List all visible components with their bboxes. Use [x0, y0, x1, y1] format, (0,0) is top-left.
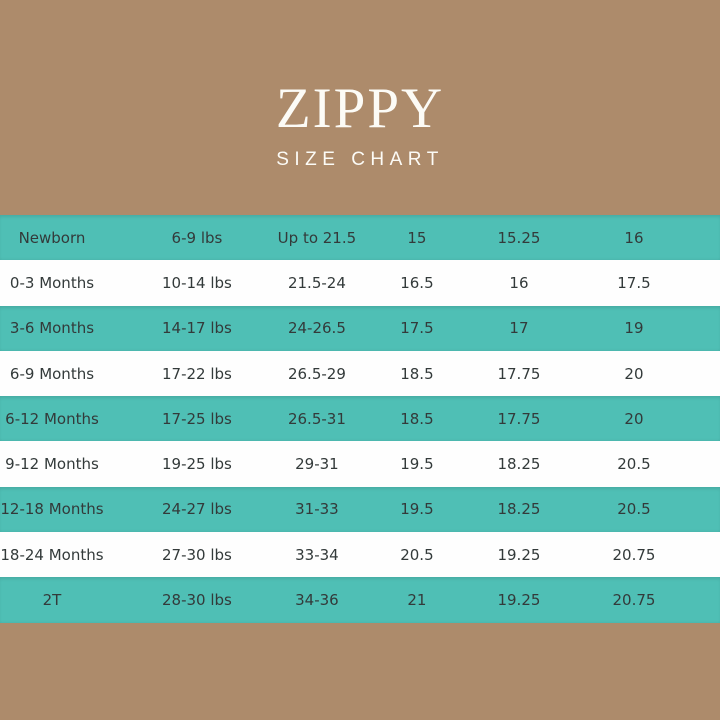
- table-cell: 17-22 lbs: [162, 364, 232, 383]
- table-row: 0-3 Months 10-14 lbs 21.5-24 16.5 16 17.5: [0, 260, 720, 306]
- table-cell: 18.5: [400, 409, 434, 428]
- table-cell: 17: [509, 319, 529, 338]
- table-cell: 6-9 lbs: [171, 228, 223, 247]
- table-cell: 15: [407, 228, 427, 247]
- header: ZIPPY SIZE CHART: [0, 80, 720, 169]
- table-cell: 17.75: [497, 409, 541, 428]
- table-cell: 17.5: [617, 273, 651, 292]
- table-cell: 20.5: [617, 500, 651, 519]
- table-cell: Newborn: [18, 228, 86, 247]
- table-cell: 18.5: [400, 364, 434, 383]
- brand-title: ZIPPY: [275, 77, 445, 140]
- table-cell: 14-17 lbs: [162, 319, 232, 338]
- table-row: 18-24 Months 27-30 lbs 33-34 20.5 19.25 20.75: [0, 532, 720, 578]
- table-cell: 20: [624, 364, 644, 383]
- table-cell: 9-12 Months: [5, 455, 99, 474]
- table-row: 9-12 Months 19-25 lbs 29-31 19.5 18.25 20.5: [0, 441, 720, 487]
- table-cell: 19.5: [400, 455, 434, 474]
- table-cell: 18.25: [497, 455, 541, 474]
- table-cell: 19.25: [497, 545, 541, 564]
- table-cell: 28-30 lbs: [162, 591, 232, 610]
- table-cell: 16: [509, 273, 529, 292]
- table-row: 12-18 Months 24-27 lbs 31-33 19.5 18.25 20.5: [0, 486, 720, 533]
- table-row: Newborn 6-9 lbs Up to 21.5 15 15.25 16: [0, 215, 720, 261]
- table-cell: 6-12 Months: [5, 409, 99, 428]
- table-cell: 21: [407, 591, 427, 610]
- page-subtitle: SIZE CHART: [276, 149, 444, 170]
- table-cell: 18.25: [497, 500, 541, 519]
- table-cell: Up to 21.5: [277, 228, 357, 247]
- table-cell: 21.5-24: [287, 273, 346, 292]
- table-cell: 20.5: [400, 545, 434, 564]
- table-cell: 19.5: [400, 500, 434, 519]
- table-row: 2T 28-30 lbs 34-36 21 19.25 20.75: [0, 577, 720, 623]
- table-cell: 0-3 Months: [9, 273, 95, 292]
- table-cell: 20.75: [612, 545, 656, 564]
- table-cell: 31-33: [295, 500, 339, 519]
- table-cell: 34-36: [295, 591, 339, 610]
- table-cell: 20.5: [617, 455, 651, 474]
- table-cell: 15.25: [497, 228, 541, 247]
- table-cell: 20: [624, 409, 644, 428]
- table-cell: 10-14 lbs: [162, 273, 232, 292]
- table-cell: 17.5: [400, 319, 434, 338]
- table-cell: 26.5-29: [287, 364, 346, 383]
- table-cell: 17.75: [497, 364, 541, 383]
- table-cell: 2T: [42, 591, 62, 610]
- table-cell: 33-34: [295, 545, 339, 564]
- table-cell: 26.5-31: [287, 409, 346, 428]
- table-cell: 3-6 Months: [9, 319, 95, 338]
- table-row: 6-9 Months 17-22 lbs 26.5-29 18.5 17.75 20: [0, 350, 720, 397]
- table-cell: 27-30 lbs: [162, 545, 232, 564]
- table-cell: 24-26.5: [287, 319, 346, 338]
- table-cell: 16.5: [400, 273, 434, 292]
- table-cell: 6-9 Months: [9, 364, 95, 383]
- table-cell: 18-24 Months: [0, 545, 104, 564]
- table-cell: 17-25 lbs: [162, 409, 232, 428]
- table-cell: 24-27 lbs: [162, 500, 232, 519]
- table-cell: 19-25 lbs: [162, 455, 232, 474]
- table-cell: 19: [624, 319, 644, 338]
- table-cell: 19.25: [497, 591, 541, 610]
- size-chart-table: Newborn 6-9 lbs Up to 21.5 15 15.25 16 0-3 Mon…: [0, 215, 720, 623]
- table-cell: 16: [624, 228, 644, 247]
- table-row: 6-12 Months 17-25 lbs 26.5-31 18.5 17.75 20: [0, 396, 720, 442]
- table-cell: 12-18 Months: [0, 500, 104, 519]
- table-cell: 29-31: [295, 455, 339, 474]
- table-cell: 20.75: [612, 591, 656, 610]
- table-row: 3-6 Months 14-17 lbs 24-26.5 17.5 17 19: [0, 305, 720, 351]
